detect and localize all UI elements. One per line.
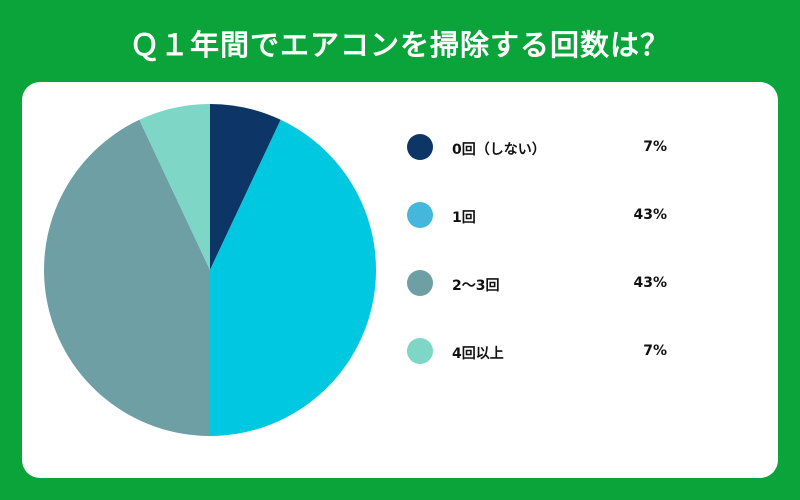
legend-value-1: 43% (633, 207, 667, 223)
legend-swatch-1 (407, 202, 433, 228)
legend-value-3: 7% (643, 343, 667, 359)
legend-label-3: 4回以上 (452, 346, 504, 362)
pie-slice-1 (210, 119, 376, 436)
chart-card: 0回（しない） 7% 1回 43% 2〜3回 43% 4回以上 7% (22, 82, 778, 478)
legend: 0回（しない） 7% 1回 43% 2〜3回 43% 4回以上 7% (407, 134, 667, 406)
legend-swatch-3 (407, 338, 433, 364)
legend-item-0: 0回（しない） 7% (407, 134, 667, 202)
legend-value-2: 43% (633, 275, 667, 291)
pie-slice-2 (44, 119, 211, 436)
chart-title: Ｑ１年間でエアコンを掃除する回数は？ (129, 28, 670, 62)
legend-label-2: 2〜3回 (452, 278, 500, 294)
legend-item-3: 4回以上 7% (407, 338, 667, 406)
legend-swatch-2 (407, 270, 433, 296)
legend-label-1: 1回 (452, 210, 476, 226)
pie-slice-3 (139, 104, 210, 270)
pie-slice-0 (210, 104, 281, 270)
legend-item-1: 1回 43% (407, 202, 667, 270)
pie-chart (44, 104, 376, 436)
legend-label-0: 0回（しない） (452, 142, 546, 158)
legend-item-2: 2〜3回 43% (407, 270, 667, 338)
legend-swatch-0 (407, 134, 433, 160)
legend-value-0: 7% (643, 139, 667, 155)
